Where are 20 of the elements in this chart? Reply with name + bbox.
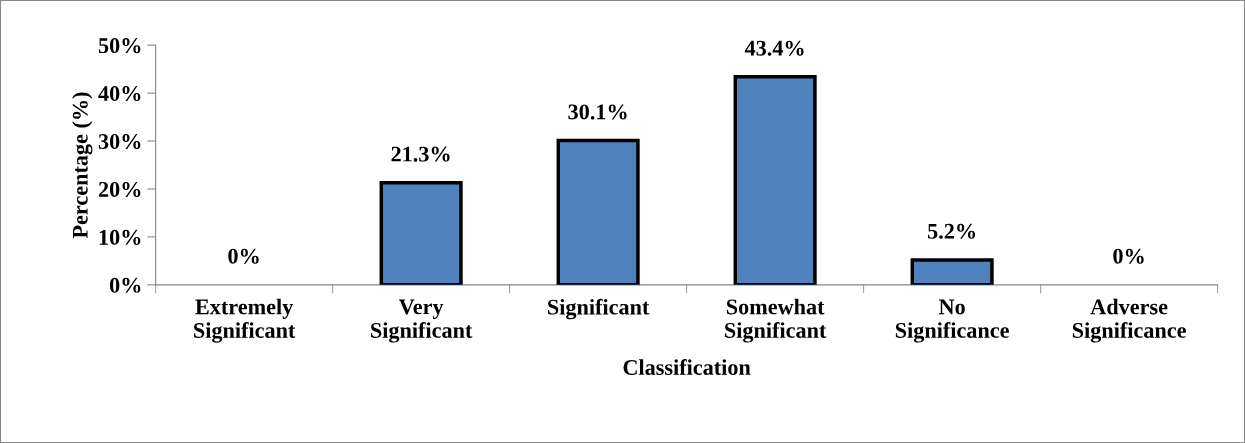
y-tick-label: 0% [109,277,141,293]
y-tick-label: 10% [99,229,141,245]
y-axis-title: Percentage (%) [72,92,93,239]
x-tick-label: Significant [548,298,650,320]
x-tick-label: Extremely Significant [194,298,296,343]
y-tick-label: 50% [98,38,141,54]
x-axis-title: Classification [623,359,751,375]
y-tick-label: 40% [98,86,141,102]
data-label: 0% [228,248,259,264]
x-tick-label: Adverse Significance [1072,298,1186,343]
data-label: 21.3% [391,146,450,162]
x-tick-label: Somewhat Significant [725,298,827,343]
data-label: 43.4% [744,40,804,56]
x-tick-label: Very Significant [371,299,473,343]
x-tick-label: No Significance [895,299,1009,343]
data-label: 5.2% [928,223,976,239]
data-label: 0% [1113,248,1144,264]
y-tick-label: 30% [98,133,141,150]
y-tick-label: 20% [98,181,141,197]
data-label: 30.1% [568,104,627,120]
